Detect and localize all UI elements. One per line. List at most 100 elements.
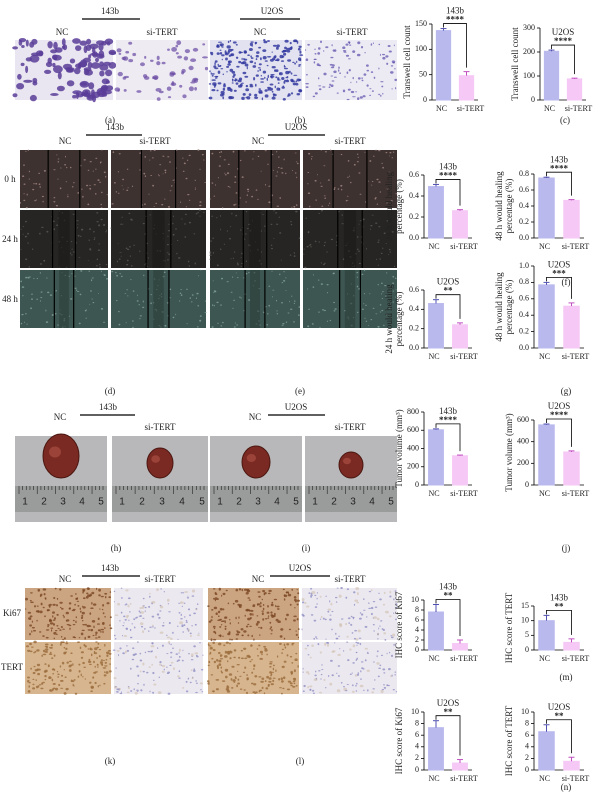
speck xyxy=(330,66,335,69)
speck xyxy=(305,58,309,61)
speck xyxy=(62,638,64,641)
x-tick-label: si-TERT xyxy=(457,104,485,113)
speck xyxy=(220,151,222,153)
speck xyxy=(311,158,313,160)
speck xyxy=(126,649,130,652)
speck xyxy=(299,50,302,54)
speck xyxy=(251,671,254,674)
chart-title: U2OS xyxy=(548,702,571,712)
speck xyxy=(248,599,251,601)
speck xyxy=(25,57,33,62)
y-tick-label: 0.4 xyxy=(519,310,529,319)
speck xyxy=(57,178,59,180)
speck xyxy=(281,302,283,304)
speck xyxy=(289,221,293,223)
speck xyxy=(66,661,69,664)
speck xyxy=(131,623,134,625)
speck xyxy=(184,223,186,225)
speck xyxy=(222,680,226,682)
x-tick-label: NC xyxy=(539,352,550,361)
speck xyxy=(354,674,358,677)
speck xyxy=(280,259,282,261)
speck xyxy=(185,619,188,622)
speck xyxy=(356,644,358,646)
ruler-mark: 4 xyxy=(369,497,375,508)
speck xyxy=(115,667,117,669)
y-tick-label: 0.0 xyxy=(409,343,419,352)
speck xyxy=(153,627,156,629)
speck xyxy=(329,319,331,322)
speck xyxy=(77,675,80,678)
speck xyxy=(290,672,293,675)
speck xyxy=(185,621,188,623)
speck xyxy=(23,193,25,195)
speck xyxy=(271,51,273,53)
speck xyxy=(87,169,90,171)
speck xyxy=(119,692,123,695)
speck xyxy=(352,617,355,620)
x-tick-label: NC xyxy=(428,774,439,783)
speck xyxy=(357,629,361,633)
speck xyxy=(327,608,332,611)
speck xyxy=(333,310,336,312)
speck xyxy=(362,95,366,98)
speck xyxy=(345,43,349,46)
speck xyxy=(336,587,339,589)
speck xyxy=(81,614,84,617)
speck xyxy=(131,658,135,661)
speck xyxy=(60,687,64,689)
ihc-image-bg xyxy=(114,642,203,694)
speck xyxy=(276,205,279,207)
speck xyxy=(279,273,281,276)
bar xyxy=(538,620,555,651)
speck xyxy=(66,166,68,169)
speck xyxy=(126,189,129,191)
speck xyxy=(91,591,95,595)
speck xyxy=(108,62,117,69)
speck xyxy=(251,634,253,638)
speck xyxy=(53,65,63,74)
speck xyxy=(121,635,124,637)
speck xyxy=(97,179,100,181)
speck xyxy=(254,96,259,100)
speck xyxy=(42,606,45,609)
speck xyxy=(164,169,167,172)
speck xyxy=(231,82,234,84)
time-label: 24 h xyxy=(2,234,18,244)
speck xyxy=(293,596,297,599)
speck xyxy=(352,662,355,664)
y-axis-label: IHC score of Ki67 xyxy=(394,591,404,658)
speck xyxy=(44,643,49,646)
speck xyxy=(268,201,271,204)
speck xyxy=(305,74,308,76)
speck xyxy=(64,676,67,678)
speck xyxy=(285,172,287,175)
speck xyxy=(302,601,305,604)
speck xyxy=(212,625,216,628)
speck xyxy=(326,320,328,322)
speck xyxy=(234,78,237,82)
speck xyxy=(100,161,102,163)
speck xyxy=(246,188,250,191)
speck xyxy=(166,259,170,261)
speck xyxy=(33,629,36,632)
significance-bracket xyxy=(551,44,575,75)
speck xyxy=(225,589,228,592)
speck xyxy=(241,634,244,637)
speck xyxy=(44,674,47,678)
speck xyxy=(111,271,114,273)
speck xyxy=(363,73,367,76)
speck xyxy=(180,218,183,220)
speck xyxy=(36,605,39,607)
speck xyxy=(326,292,329,294)
speck xyxy=(378,627,380,630)
speck xyxy=(379,191,382,193)
speck xyxy=(370,43,373,46)
speck xyxy=(275,669,277,672)
speck xyxy=(68,660,72,663)
speck xyxy=(209,198,211,200)
speck xyxy=(109,591,112,593)
speck xyxy=(25,207,28,209)
speck xyxy=(193,233,196,235)
speck xyxy=(209,646,213,650)
